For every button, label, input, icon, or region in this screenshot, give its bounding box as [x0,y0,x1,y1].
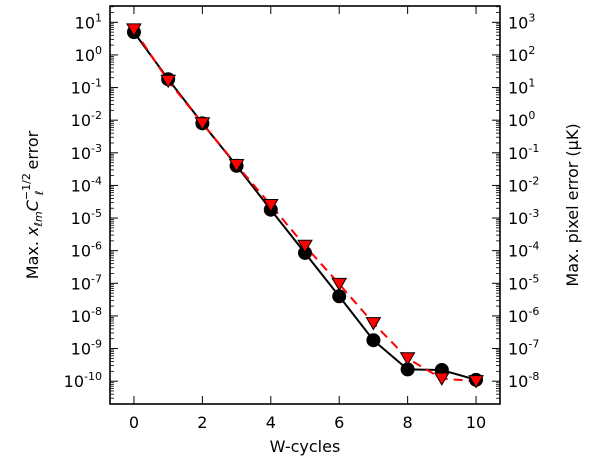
y-right-tick-label: 10-5 [508,272,539,293]
x-tick-label: 4 [266,413,276,432]
y-left-tick-label: 10-10 [64,370,102,391]
data-point-circle [366,333,381,348]
y-left-tick-label: 10-4 [71,174,102,195]
y-right-tick-label: 10-1 [508,142,539,163]
y-right-tick-label: 103 [508,11,535,32]
series-line [133,31,477,381]
y-left-tick-label: 10-1 [71,77,102,98]
data-point-triangle [160,74,177,89]
y-left-tick-label: 100 [75,44,102,65]
y-right-tick-label: 100 [508,109,535,130]
data-point-triangle [433,372,450,386]
y-right-tick-label: 10-3 [508,207,539,228]
x-tick-label: 8 [403,413,413,432]
data-point-triangle [297,239,313,254]
data-point-triangle [399,352,416,366]
data-point-triangle [228,159,245,173]
y-left-tick-label: 10-3 [71,142,102,163]
y-left-tick-label: 10-2 [71,109,102,130]
y-left-tick-label: 10-7 [71,272,102,293]
y-left-tick-label: 101 [75,11,102,32]
y-left-tick-label: 10-8 [71,305,102,326]
y-left-tick-label: 10-9 [71,338,102,359]
series [126,23,484,389]
data-point-triangle [194,117,211,131]
x-axis-label: W-cycles [270,437,341,456]
y-right-tick-label: 10-2 [508,174,539,195]
ticks: 0 2 4 6 8 10 101 100 10-1 10-2 10-3 10-4 10-5 10-6 10-… [64,6,539,432]
y-left-tick-label: 10-5 [71,207,102,228]
data-point-triangle [468,375,484,389]
y-axis-label-right: Max. pixel error (μK) [563,123,582,286]
x-tick-label: 10 [466,413,486,432]
x-tick-label: 6 [334,413,344,432]
series-line [133,28,477,383]
y-axis-label-left: Max. xℓmC−1/2ℓ error [20,130,46,279]
data-point-triangle [331,277,348,292]
x-tick-label: 0 [129,413,139,432]
data-point-circle [332,289,347,304]
y-right-tick-label: 10-7 [508,338,539,359]
y-right-tick-label: 101 [508,77,535,98]
y-right-tick-label: 10-6 [508,305,539,326]
y-right-tick-label: 102 [508,44,535,65]
data-point-triangle [126,23,142,37]
x-tick-label: 2 [197,413,207,432]
y-right-tick-label: 10-8 [508,370,539,391]
plot-frame [109,5,501,405]
data-point-triangle [365,317,382,331]
data-point-triangle [262,199,279,213]
y-right-tick-label: 10-4 [508,240,539,261]
y-left-tick-label: 10-6 [71,240,102,261]
